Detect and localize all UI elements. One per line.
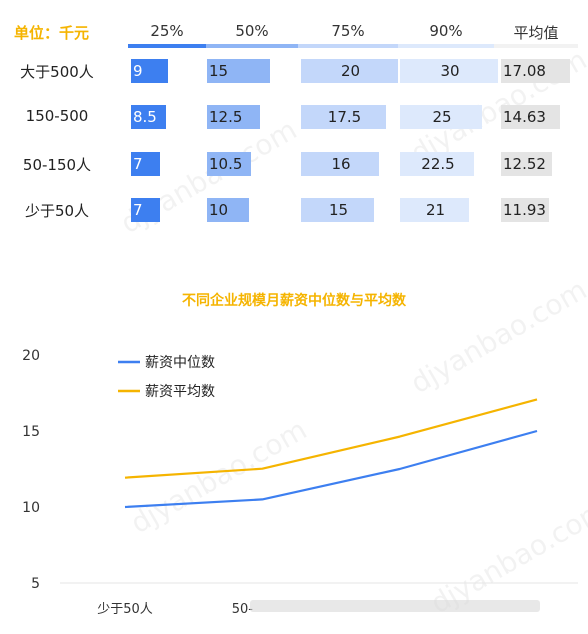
cell-25: 7 xyxy=(131,198,160,222)
cell-75: 16 xyxy=(301,152,379,176)
row-label: 少于50人 xyxy=(24,202,90,220)
cell-50: 15 xyxy=(207,59,270,83)
cell-90: 21 xyxy=(400,198,469,222)
header-90: 90% xyxy=(429,22,463,40)
cell-50: 10 xyxy=(207,198,249,222)
y-tick-label: 15 xyxy=(22,424,40,440)
header-bar-75 xyxy=(298,44,398,48)
legend-label: 薪资中位数 xyxy=(145,355,215,371)
header-75: 75% xyxy=(331,22,365,40)
cell-avg: 17.08 xyxy=(501,59,570,83)
cell-avg: 12.52 xyxy=(501,152,552,176)
y-tick-label: 20 xyxy=(22,348,40,364)
y-tick-label: 10 xyxy=(22,500,40,516)
row-label: 50-150人 xyxy=(22,156,92,174)
cell-90: 30 xyxy=(400,59,498,83)
x-tick-label: 50- xyxy=(232,602,254,617)
header-50: 50% xyxy=(235,22,269,40)
cell-avg: 11.93 xyxy=(501,198,549,222)
cell-75: 20 xyxy=(301,59,398,83)
row-label: 150-500 xyxy=(25,107,89,125)
cell-25: 8.5 xyxy=(131,105,166,129)
header-avg: 平均值 xyxy=(513,24,559,42)
cell-75: 15 xyxy=(301,198,374,222)
header-bar-avg xyxy=(494,44,578,48)
cell-25: 7 xyxy=(131,152,160,176)
cell-75: 17.5 xyxy=(301,105,386,129)
legend-label: 薪资平均数 xyxy=(145,384,215,400)
x-axis-labels-blur xyxy=(250,600,540,612)
cell-25: 9 xyxy=(131,59,168,83)
cell-avg: 14.63 xyxy=(501,105,560,129)
header-25: 25% xyxy=(150,22,184,40)
cell-50: 10.5 xyxy=(207,152,251,176)
series-line-mean xyxy=(124,398,538,479)
chart-title: 不同企业规模月薪资中位数与平均数 xyxy=(182,293,406,309)
header-bar-90 xyxy=(398,44,494,48)
cell-90: 22.5 xyxy=(400,152,474,176)
header-bar-25 xyxy=(128,44,206,48)
header-bar-50 xyxy=(206,44,298,48)
y-tick-label: 5 xyxy=(31,576,40,592)
x-tick-label: 少于50人 xyxy=(97,602,153,617)
unit-label: 单位：千元 xyxy=(14,24,90,42)
row-label: 大于500人 xyxy=(20,63,94,81)
cell-50: 12.5 xyxy=(207,105,260,129)
series-line-median xyxy=(124,429,538,509)
cell-90: 25 xyxy=(400,105,482,129)
